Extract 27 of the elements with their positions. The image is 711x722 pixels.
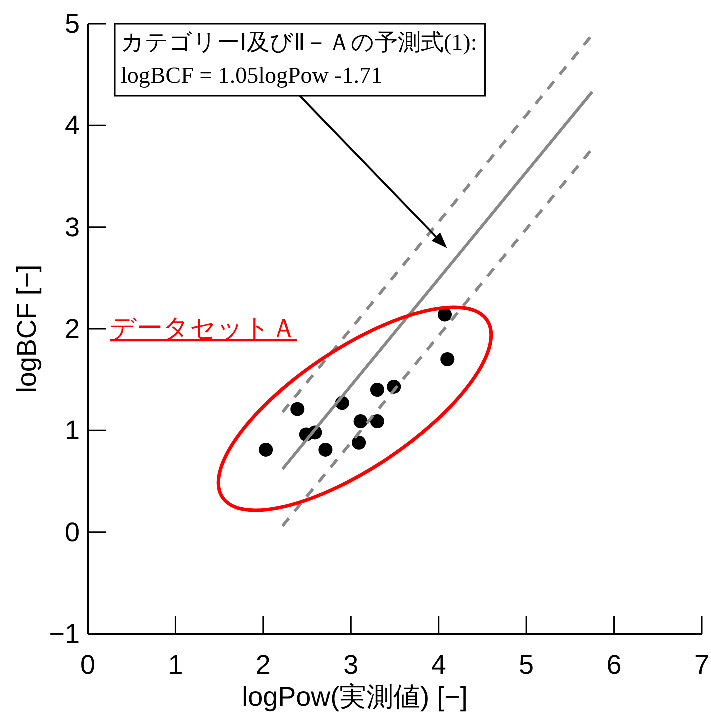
- x-tick-label: 3: [344, 650, 359, 680]
- x-tick-label: 7: [694, 650, 710, 680]
- x-tick-label: 6: [606, 650, 622, 680]
- annotation: カテゴリーⅠ及びⅡ－Ａの予測式(1): logBCF = 1.05logPow -1.71: [121, 30, 478, 88]
- point: [370, 414, 384, 429]
- x-tick-label: 2: [256, 650, 271, 680]
- point: [259, 442, 274, 457]
- y-tick-label: 0: [64, 517, 80, 548]
- point: [370, 383, 384, 397]
- y-tick-label: 2: [64, 314, 80, 344]
- y-tick-label: −1: [49, 619, 80, 649]
- y-tick-label: 4: [64, 110, 80, 141]
- x-tick-label: 4: [431, 650, 446, 680]
- point: [352, 436, 366, 450]
- x-tick-label: 5: [519, 650, 534, 680]
- point: [440, 352, 455, 366]
- point: [290, 402, 305, 416]
- point: [438, 308, 452, 322]
- y-tick-label: 1: [64, 416, 80, 446]
- y-tick-label: 3: [64, 212, 80, 242]
- x-axis-title: logPow(実測値) [−]: [242, 682, 468, 712]
- y-tick-label: 5: [64, 9, 80, 39]
- y-axis-title: logBCF [−]: [12, 264, 42, 394]
- point: [354, 414, 368, 429]
- annotation: データセットＡ: [110, 314, 297, 343]
- point: [318, 442, 333, 457]
- x-tick-label: 1: [168, 650, 184, 680]
